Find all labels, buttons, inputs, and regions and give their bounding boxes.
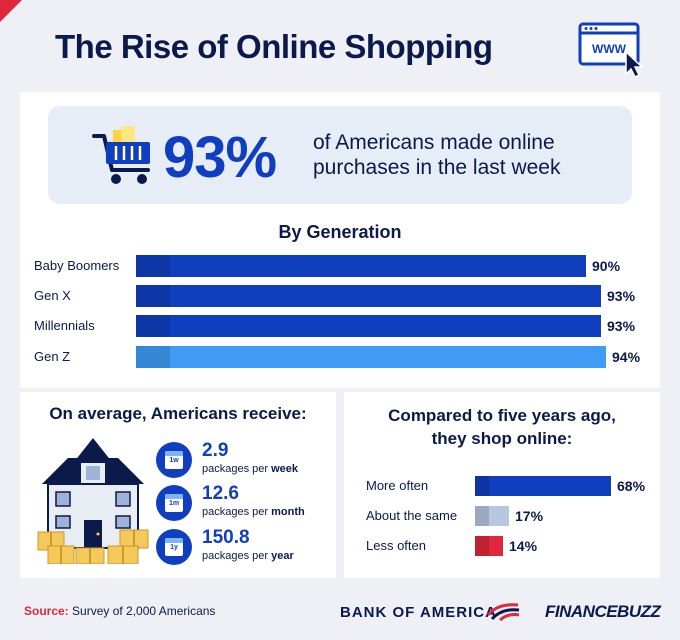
- generation-label: Baby Boomers: [34, 258, 120, 273]
- comparison-bar: [475, 506, 509, 526]
- generation-chart-title: By Generation: [278, 222, 402, 242]
- hero-description: of Americans made online purchases in th…: [313, 131, 561, 179]
- comparison-value-label: 17%: [515, 508, 544, 524]
- svg-text:WWW: WWW: [592, 42, 627, 56]
- comparison-value-label: 14%: [509, 538, 538, 554]
- package-description: packages per year: [202, 550, 294, 562]
- shopping-cart-icon: [92, 126, 150, 184]
- main-panel: 93% of Americans made online purchases i…: [20, 92, 660, 388]
- packages-panel: On average, Americans receive: 1w 2.9 pa…: [20, 392, 336, 578]
- generation-label: Millennials: [34, 318, 95, 333]
- packages-title: On average, Americans receive:: [49, 404, 307, 423]
- generation-label: Gen X: [34, 288, 71, 303]
- hero-percent: 93%: [163, 125, 277, 190]
- calendar-month-icon: 1m: [156, 485, 192, 521]
- corner-accent: [0, 0, 22, 22]
- package-description: packages per month: [202, 506, 305, 518]
- house-with-packages-icon: [37, 438, 149, 564]
- footer: Source: Survey of 2,000 Americans BANK O…: [24, 602, 661, 621]
- generation-value-label: 94%: [612, 349, 641, 365]
- package-number: 150.8: [202, 527, 250, 548]
- flag-icon: [486, 603, 520, 621]
- comparison-label: More often: [366, 478, 429, 493]
- generation-bar: [136, 315, 601, 337]
- comparison-bar: [475, 536, 503, 556]
- comparison-panel: Compared to five years ago, they shop on…: [344, 392, 660, 578]
- generation-value-label: 93%: [607, 318, 636, 334]
- source-note: Source: Survey of 2,000 Americans: [24, 604, 216, 618]
- package-number: 12.6: [202, 483, 239, 504]
- package-description: packages per week: [202, 463, 299, 475]
- generation-bar: [136, 285, 601, 307]
- calendar-year-icon: 1y: [156, 529, 192, 565]
- generation-value-label: 90%: [592, 258, 621, 274]
- page-title: The Rise of Online Shopping: [55, 28, 493, 65]
- hero-stat-card: 93% of Americans made online purchases i…: [48, 106, 632, 204]
- comparison-label: Less often: [366, 538, 426, 553]
- comparison-label: About the same: [366, 508, 458, 523]
- package-number: 2.9: [202, 440, 229, 461]
- generation-value-label: 93%: [607, 288, 636, 304]
- comparison-title: Compared to five years ago, they shop on…: [388, 406, 616, 448]
- comparison-bar: [475, 476, 611, 496]
- generation-bar: [136, 346, 606, 368]
- generation-bar: [136, 255, 586, 277]
- calendar-week-icon: 1w: [156, 442, 192, 478]
- generation-label: Gen Z: [34, 349, 71, 364]
- comparison-value-label: 68%: [617, 478, 646, 494]
- browser-www-icon: WWW: [578, 22, 644, 78]
- financebuzz-logo: FINANCEBUZZ: [545, 602, 661, 621]
